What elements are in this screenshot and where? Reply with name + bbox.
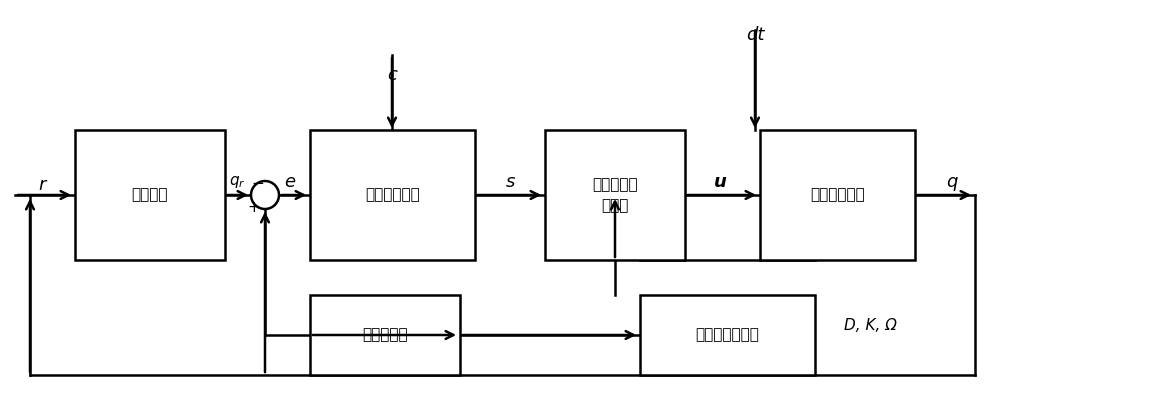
Bar (75, 130, 224, 260)
Bar (639, 295, 815, 375)
Text: 微陀螺仪系统: 微陀螺仪系统 (810, 188, 865, 203)
Text: 自适应机制: 自适应机制 (362, 328, 408, 342)
Text: 参考模型: 参考模型 (132, 188, 168, 203)
Text: c: c (387, 66, 397, 84)
Text: 分数阶滑模面: 分数阶滑模面 (365, 188, 420, 203)
Bar (545, 130, 685, 260)
Text: e: e (284, 173, 296, 191)
Text: $\boldsymbol{u}$: $\boldsymbol{u}$ (713, 173, 727, 191)
Text: D, K, Ω: D, K, Ω (844, 318, 897, 332)
Text: r: r (39, 176, 46, 194)
Bar (760, 130, 915, 260)
Text: 系统参数估计值: 系统参数估计值 (696, 328, 760, 342)
Circle shape (251, 181, 279, 209)
Bar (310, 295, 459, 375)
Bar (310, 130, 475, 260)
Text: $q_r$: $q_r$ (229, 174, 245, 190)
Text: 分数阶滑模
控制器: 分数阶滑模 控制器 (593, 177, 638, 213)
Text: q: q (947, 173, 957, 191)
Text: s: s (505, 173, 514, 191)
Text: +: + (248, 200, 261, 215)
Text: dt: dt (746, 26, 765, 44)
Text: −: − (251, 176, 264, 190)
